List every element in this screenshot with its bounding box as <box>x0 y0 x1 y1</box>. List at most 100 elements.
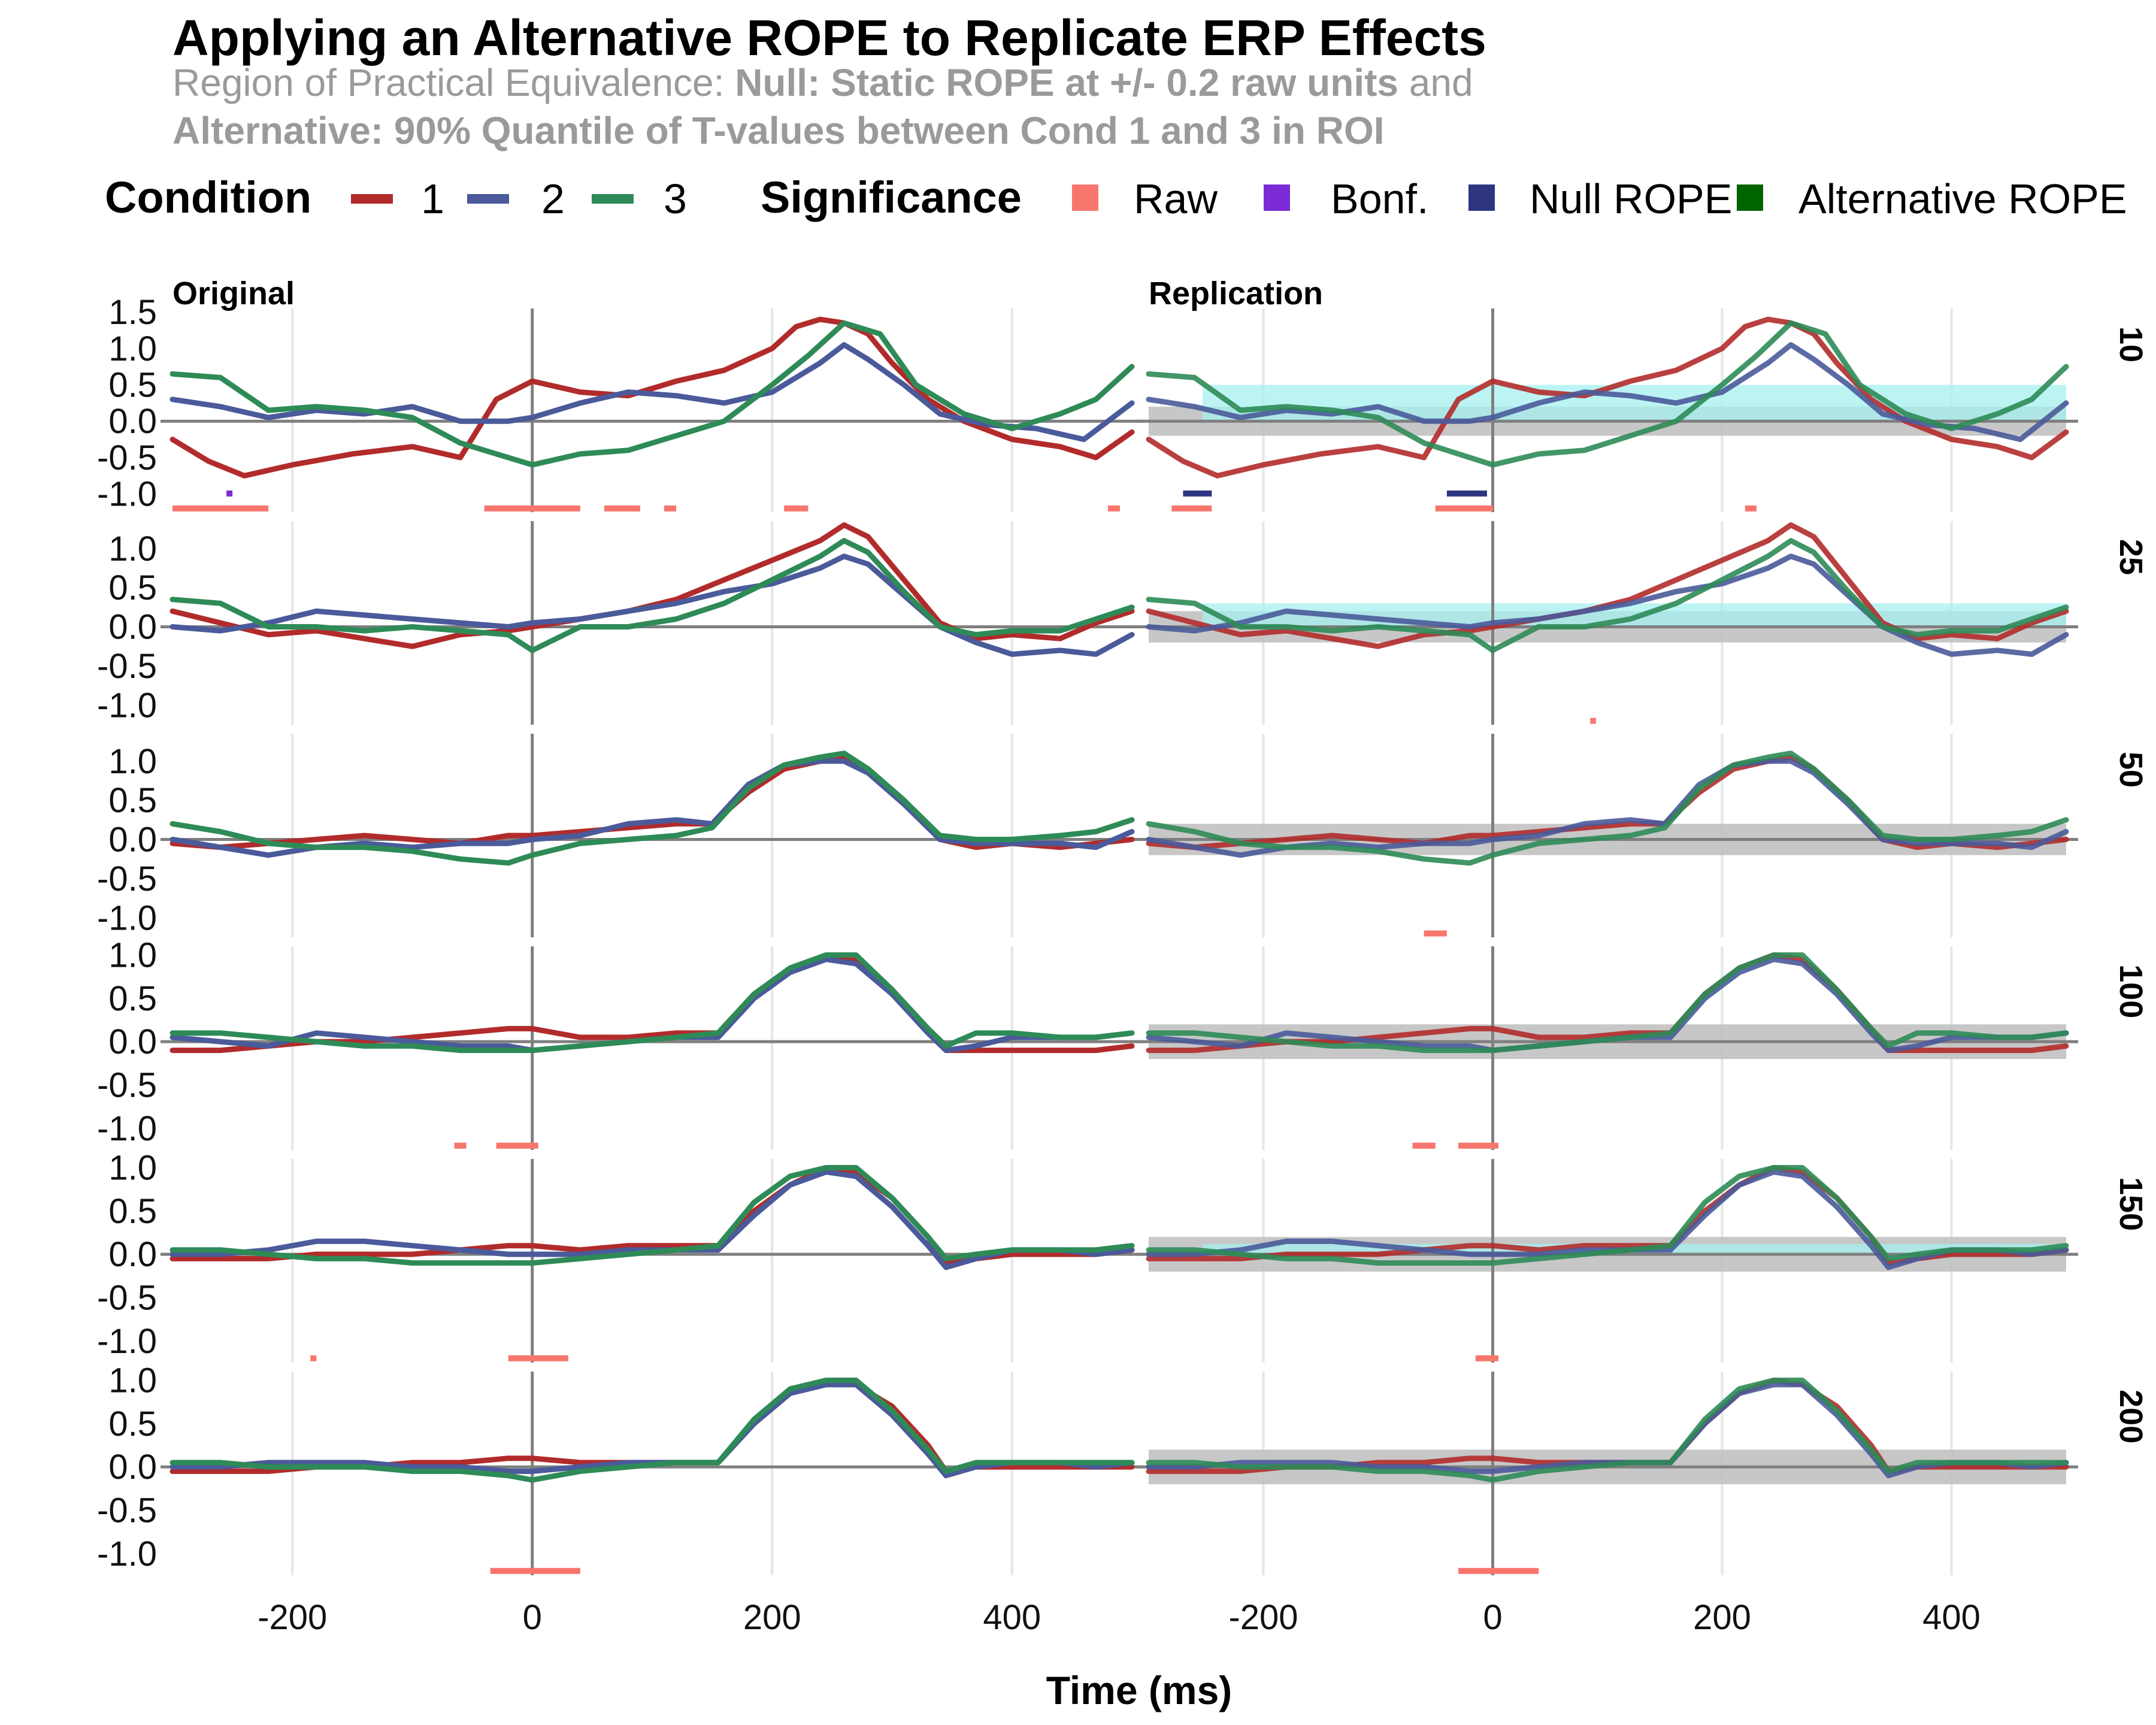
series-line-cond-1 <box>1146 522 2069 649</box>
legend-swatch-raw <box>1072 184 1098 211</box>
row-label-150: 150 <box>2113 1177 2149 1231</box>
legend-condition-title: Condition <box>105 172 311 222</box>
legend-label-null-rope: Null ROPE <box>1530 175 1732 222</box>
y-tick-label: 0.5 <box>108 1192 157 1231</box>
sig-raw-marker <box>664 505 677 512</box>
y-tick-label: -0.5 <box>97 438 157 477</box>
series-line-cond-2 <box>1146 1169 2069 1270</box>
panel-original-25 <box>161 521 1144 725</box>
sig-raw-marker <box>1107 505 1120 512</box>
panel-replication-150 <box>1137 1159 2078 1363</box>
y-tick-label: 0.5 <box>108 979 157 1018</box>
sig-raw-marker <box>1745 505 1757 512</box>
series-line-cond-3 <box>1146 538 2069 653</box>
sig-raw-marker <box>454 1142 467 1149</box>
series-line-cond-3 <box>169 952 1135 1054</box>
legend-label-raw: Raw <box>1134 175 1218 222</box>
x-axis-label: Time (ms) <box>1046 1668 1233 1712</box>
series-line-cond-1 <box>169 952 1135 1054</box>
panel-original-50 <box>161 734 1144 937</box>
x-tick-label: -200 <box>1228 1598 1298 1637</box>
sig-raw-marker <box>172 505 269 512</box>
series-line-cond-2 <box>1146 553 2069 657</box>
series-line-cond-3 <box>169 1165 1135 1266</box>
y-tick-label: 0.5 <box>108 366 157 405</box>
y-axis-ticks-row-10: -1.0-0.50.00.51.01.5 <box>97 293 157 514</box>
y-tick-label: -1.0 <box>97 1109 157 1148</box>
y-tick-label: 1.0 <box>108 1361 157 1400</box>
series-line-cond-3 <box>1146 952 2069 1054</box>
panel-grid: -1.0-0.50.00.51.01.510-1.0-0.50.00.51.0 2… <box>97 293 2149 1637</box>
y-axis-ticks-row-200: -1.0 -0.5 0.0 0.5 1.0 <box>97 1361 157 1573</box>
y-tick-label: -1.0 <box>97 1535 157 1573</box>
legend-label-cond-3: 3 <box>664 175 687 222</box>
panel-original-100 <box>161 946 1144 1150</box>
y-tick-label: -0.5 <box>97 1278 157 1317</box>
y-tick-label: -0.5 <box>97 860 157 898</box>
panel-original-10 <box>161 308 1144 512</box>
panel-replication-200: -200 0 200 400 <box>1137 1372 2078 1637</box>
y-tick-label: 1.0 <box>108 936 157 975</box>
series-line-cond-3 <box>169 538 1135 653</box>
sig-raw-marker <box>1171 505 1212 512</box>
series-line-cond-3 <box>169 750 1135 866</box>
y-tick-label: 1.5 <box>108 293 157 332</box>
legend-swatch-null-rope <box>1468 184 1495 211</box>
y-tick-label: 0.5 <box>108 568 157 607</box>
row-label-50: 50 <box>2113 752 2149 788</box>
strip-label-replication: Replication <box>1149 276 1323 311</box>
series-line-cond-1 <box>169 754 1135 851</box>
panel-original-200: -200 0 200 400 <box>161 1372 1144 1637</box>
y-tick-label: -0.5 <box>97 647 157 686</box>
y-axis-ticks-row-150: -1.0 -0.5 0.0 0.5 1.0 <box>97 1148 157 1360</box>
y-tick-label: -1.0 <box>97 686 157 725</box>
y-tick-label: 0.0 <box>108 402 157 441</box>
sig-raw-marker <box>784 505 808 512</box>
y-tick-label: 0.5 <box>108 1405 157 1443</box>
subtitle-line1-suffix: and <box>1398 61 1473 104</box>
legend-swatch-alt-rope <box>1737 184 1763 211</box>
series-line-cond-2 <box>1146 342 2069 443</box>
sig-null-rope-marker <box>1183 490 1212 497</box>
y-tick-label: 0.0 <box>108 1022 157 1061</box>
chart-title: Applying an Alternative ROPE to Replicat… <box>172 10 1486 66</box>
sig-raw-marker <box>1424 930 1447 937</box>
y-tick-label: -1.0 <box>97 1322 157 1361</box>
legend-label-cond-1: 1 <box>421 175 444 222</box>
legend-swatch-bonf <box>1264 184 1290 211</box>
y-tick-label: -0.5 <box>97 1066 157 1104</box>
sig-raw-marker <box>1435 505 1493 512</box>
legend-significance-title: Significance <box>761 172 1022 222</box>
x-tick-label: 0 <box>523 1598 542 1637</box>
x-tick-label: 200 <box>743 1598 801 1637</box>
y-tick-label: 0.0 <box>108 1448 157 1487</box>
y-tick-label: -1.0 <box>97 475 157 514</box>
series-line-cond-3 <box>1146 1378 2069 1483</box>
sig-null-rope-marker <box>1446 490 1487 497</box>
series-line-cond-1 <box>169 1378 1135 1474</box>
y-tick-label: 0.0 <box>108 1235 157 1274</box>
y-tick-label: 0.0 <box>108 608 157 647</box>
sig-raw-marker <box>1590 718 1596 724</box>
panel-replication-50 <box>1137 734 2078 937</box>
x-tick-label: 400 <box>1922 1598 1981 1637</box>
row-label-25: 25 <box>2113 539 2149 575</box>
legend-label-alt-rope: Alternative ROPE <box>1798 175 2127 222</box>
row-label-200: 200 <box>2113 1390 2149 1443</box>
series-line-cond-3 <box>169 1378 1135 1483</box>
y-tick-label: -1.0 <box>97 898 157 937</box>
legend: Condition 1 2 3 Significance Raw Bonf. N… <box>105 172 2127 222</box>
sig-raw-marker <box>604 505 640 512</box>
chart-subtitle-line1: Region of Practical Equivalence: Null: S… <box>172 61 1473 104</box>
legend-label-cond-2: 2 <box>541 175 565 222</box>
series-line-cond-3 <box>169 320 1135 468</box>
x-tick-label: 200 <box>1693 1598 1751 1637</box>
sig-raw-marker <box>508 1355 568 1361</box>
sig-raw-marker <box>484 505 580 512</box>
series-line-cond-2 <box>1146 957 2069 1054</box>
series-line-cond-2 <box>169 957 1135 1054</box>
legend-label-bonf: Bonf. <box>1331 175 1428 222</box>
subtitle-alt-rope: Alternative: 90% Quantile of T-values be… <box>172 109 1385 152</box>
series-line-cond-1 <box>169 316 1135 479</box>
